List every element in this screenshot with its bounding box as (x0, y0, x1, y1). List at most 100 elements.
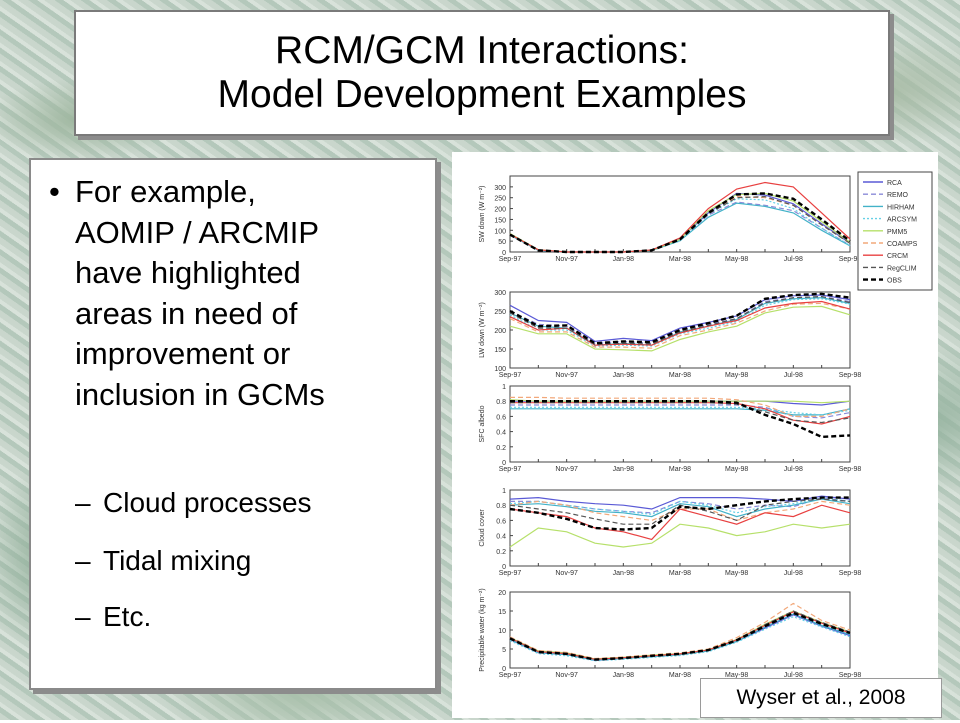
legend-label: ARCSYM (887, 217, 917, 224)
series-line-arcsym (509, 616, 851, 662)
legend-label: RegCLIM (887, 265, 917, 272)
x-tick-label: Jan-98 (613, 672, 635, 679)
y-tick-label: 10 (498, 628, 506, 635)
x-tick-label: Nov-97 (555, 256, 578, 263)
x-tick-label: Jul-98 (784, 256, 803, 263)
y-axis-label: Precipitable water (kg m⁻²) (479, 588, 486, 671)
y-tick-label: 0 (502, 250, 506, 257)
citation-label: Wyser et al., 2008 (700, 678, 942, 718)
series-line-obs (509, 192, 851, 254)
x-tick-label: Sep-98 (839, 372, 862, 379)
series-line-remo (510, 404, 851, 419)
legend-label: OBS (887, 278, 902, 285)
x-tick-label: Jan-98 (613, 466, 635, 473)
x-tick-label: Nov-97 (555, 672, 578, 679)
bullet-line: inclusion in GCMs (75, 376, 325, 412)
series-line-pmm5 (509, 305, 851, 352)
series-line-pmm5 (509, 610, 851, 660)
y-tick-label: 1 (502, 488, 506, 495)
y-tick-label: 0.2 (496, 549, 506, 556)
bullet-line: AOMIP / ARCMIP (75, 214, 320, 250)
series-line-regclim (509, 295, 851, 346)
sub-dash: – (75, 487, 91, 518)
y-axis-label: Cloud cover (479, 509, 486, 547)
x-tick-label: Mar-98 (669, 466, 691, 473)
series-line-crcm (509, 181, 851, 253)
series-line-coamps (509, 602, 851, 660)
x-tick-label: Sep-98 (839, 570, 862, 577)
series-line-obs (509, 292, 851, 345)
title-box: RCM/GCM Interactions: Model Development … (74, 10, 890, 136)
series-line-arcsym (509, 298, 851, 347)
x-tick-label: Nov-97 (555, 372, 578, 379)
series-line-crcm (509, 300, 851, 346)
y-tick-label: 0 (502, 666, 506, 673)
bullet-line: For example, (75, 174, 256, 209)
plot-frame (509, 591, 851, 669)
x-tick-label: Sep-98 (839, 672, 862, 679)
legend-label: COAMPS (887, 241, 918, 248)
y-tick-label: 5 (502, 647, 506, 654)
series-line-hirham (510, 408, 851, 416)
x-tick-label: Sep-97 (499, 372, 522, 379)
y-tick-label: 0.2 (496, 445, 506, 452)
y-tick-label: 300 (494, 290, 506, 297)
legend-label: HIRHAM (887, 204, 915, 211)
y-tick-label: 0 (502, 460, 506, 467)
y-tick-label: 50 (498, 239, 506, 246)
y-tick-label: 250 (494, 309, 506, 316)
y-tick-label: 150 (494, 347, 506, 354)
y-tick-label: 300 (494, 185, 506, 192)
y-tick-label: 200 (494, 207, 506, 214)
x-tick-label: Jan-98 (613, 570, 635, 577)
sub-item-tidal-mixing: – Tidal mixing (75, 545, 251, 577)
x-tick-label: May-98 (725, 570, 748, 577)
sub-item-label: Cloud processes (103, 487, 312, 518)
series-line-hirham (509, 202, 851, 253)
x-tick-label: Mar-98 (669, 672, 691, 679)
main-bullet: • For example, AOMIP / ARCMIP have highl… (49, 172, 429, 415)
x-tick-label: Mar-98 (669, 570, 691, 577)
x-tick-label: May-98 (725, 372, 748, 379)
bullet-text-box: • For example, AOMIP / ARCMIP have highl… (29, 158, 437, 690)
x-tick-label: Jan-98 (613, 256, 635, 263)
x-tick-label: May-98 (725, 672, 748, 679)
x-tick-label: Sep-98 (839, 466, 862, 473)
legend-label: PMM5 (887, 229, 907, 236)
x-tick-label: Sep-97 (499, 672, 522, 679)
x-tick-label: Jul-98 (784, 672, 803, 679)
x-tick-label: Jul-98 (784, 570, 803, 577)
x-tick-label: May-98 (725, 466, 748, 473)
series-line-obs (509, 611, 851, 661)
y-axis-label: SW down (W m⁻²) (479, 186, 486, 243)
y-axis-label: SFC albedo (479, 405, 486, 442)
x-tick-label: Sep-97 (499, 256, 522, 263)
y-tick-label: 0.8 (496, 503, 506, 510)
bullet-line: improvement or (75, 336, 291, 371)
series-line-hirham (509, 498, 851, 518)
y-tick-label: 0.6 (496, 414, 506, 421)
y-tick-label: 0.4 (496, 430, 506, 437)
legend-label: REMO (887, 192, 909, 199)
series-line-obs (509, 496, 850, 531)
bullet-marker: • (49, 174, 60, 209)
series-line-crcm (509, 504, 851, 541)
series-line-coamps (509, 500, 851, 522)
y-tick-label: 0.4 (496, 534, 506, 541)
sub-item-label: Etc. (103, 601, 152, 632)
y-tick-label: 15 (498, 609, 506, 616)
x-tick-label: Jul-98 (784, 466, 803, 473)
x-tick-label: Mar-98 (669, 372, 691, 379)
series-line-rca (509, 294, 851, 343)
x-tick-label: Sep-98 (839, 256, 862, 263)
series-line-coamps (510, 396, 851, 417)
series-line-coamps (509, 302, 851, 349)
legend-label: RCA (887, 180, 902, 187)
y-tick-label: 0.6 (496, 518, 506, 525)
x-tick-label: Nov-97 (555, 570, 578, 577)
sub-dash: – (75, 545, 91, 576)
sub-item-label: Tidal mixing (103, 545, 252, 576)
y-tick-label: 150 (494, 217, 506, 224)
x-tick-label: Mar-98 (669, 256, 691, 263)
